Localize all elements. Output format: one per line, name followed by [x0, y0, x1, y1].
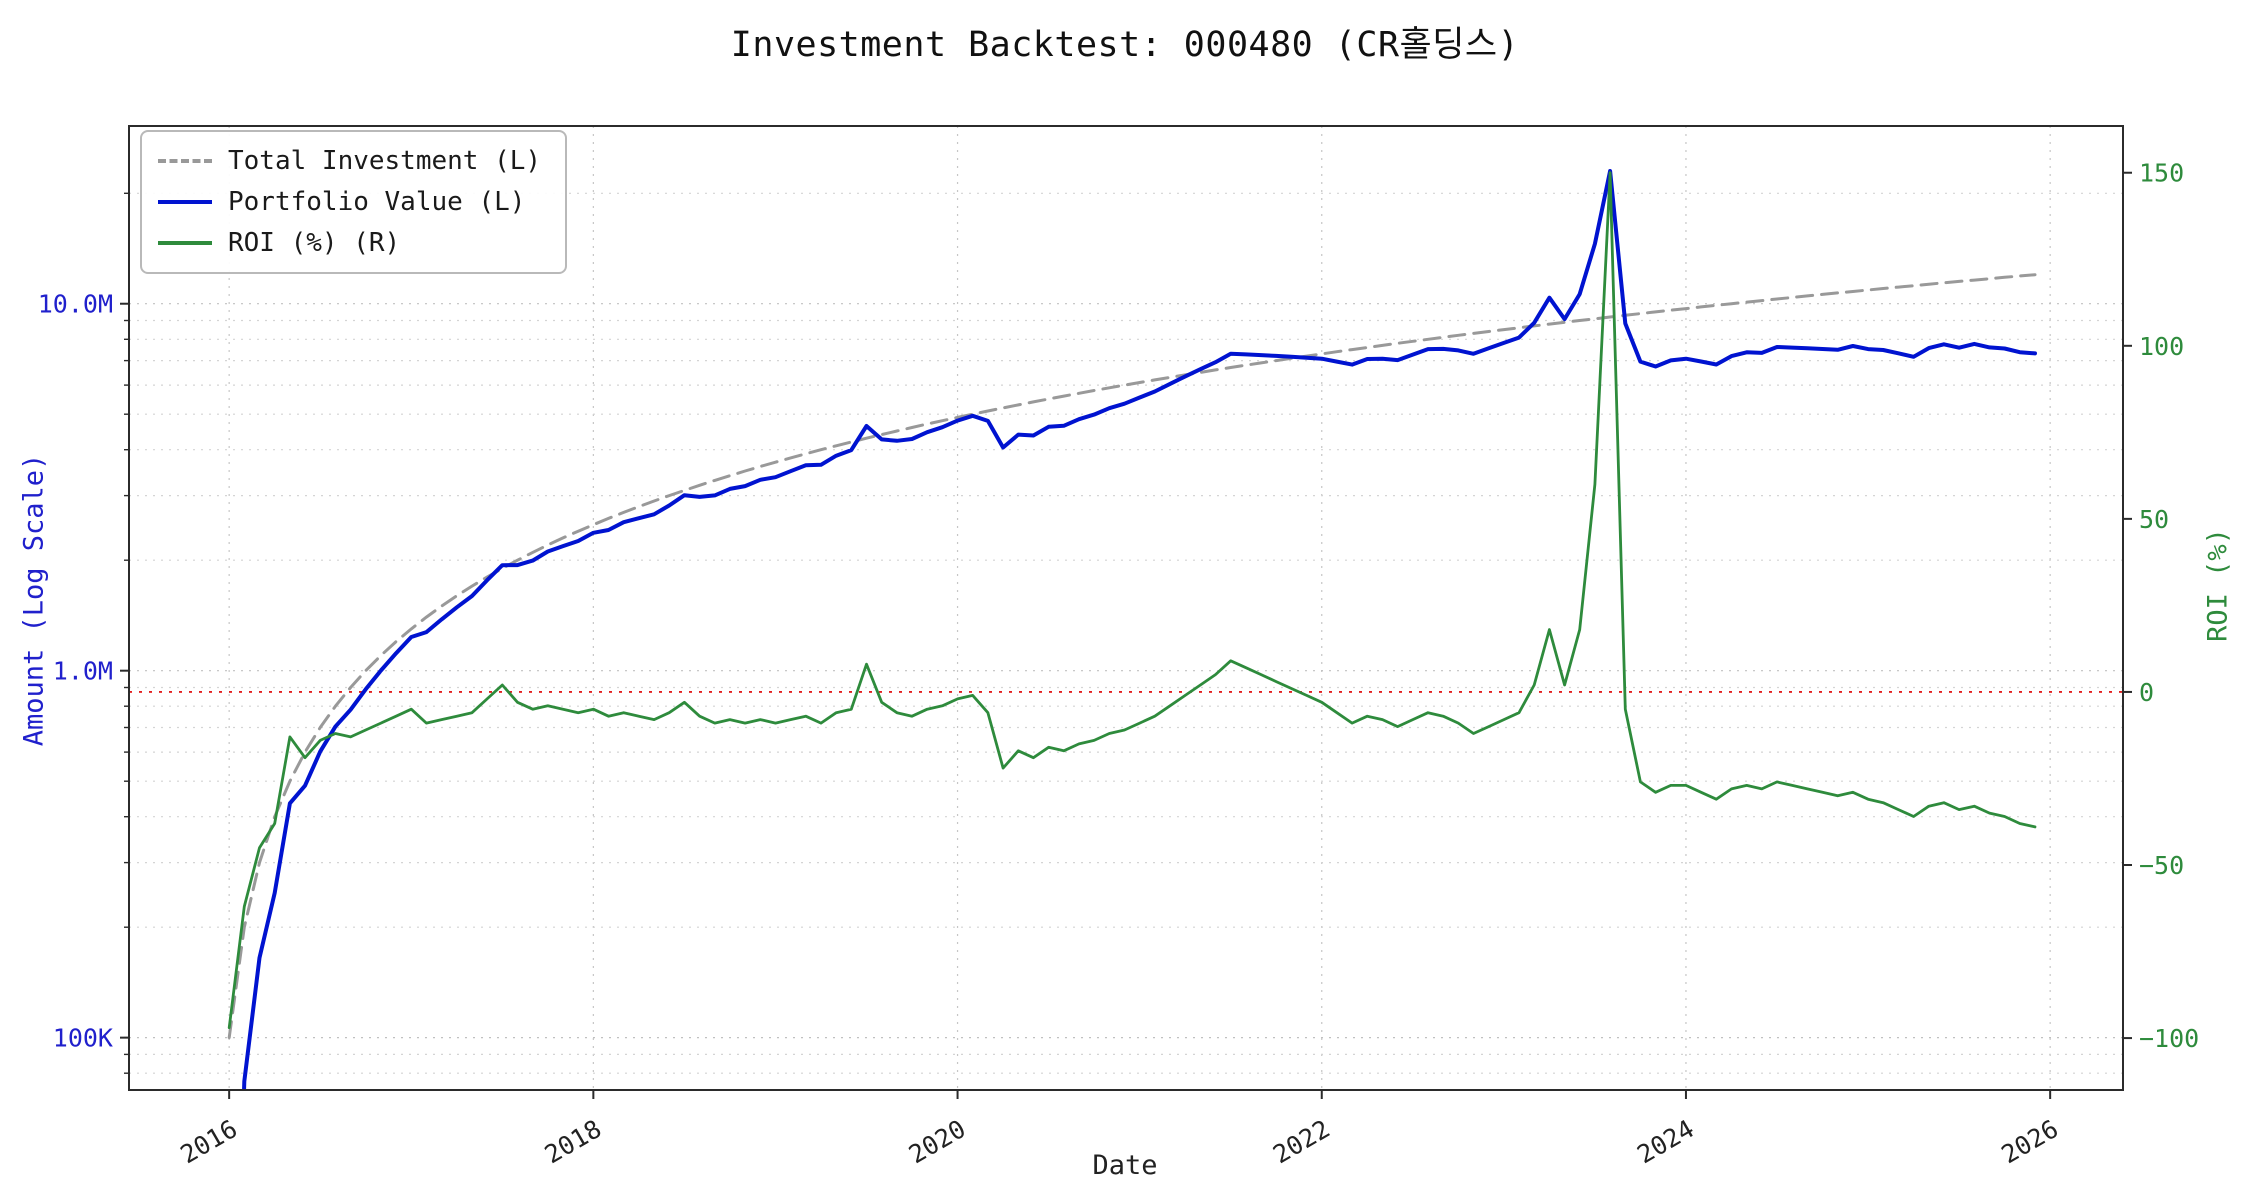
roi-pct-line	[227, 171, 2037, 1030]
svg-text:2016: 2016	[176, 1114, 243, 1169]
legend-line-sample	[158, 241, 212, 245]
svg-text:100: 100	[2139, 332, 2184, 361]
svg-text:0: 0	[2139, 678, 2154, 707]
svg-text:100K: 100K	[53, 1024, 113, 1053]
legend-label: Portfolio Value (L)	[228, 187, 526, 217]
legend-item-portfolio-value: Portfolio Value (L)	[158, 187, 541, 217]
x-axis-label: Date	[1092, 1150, 1158, 1181]
svg-text:150: 150	[2139, 159, 2184, 188]
grid-layer	[129, 126, 2123, 1090]
svg-text:1.0M: 1.0M	[53, 657, 113, 686]
svg-text:−100: −100	[2139, 1024, 2199, 1053]
legend-label: ROI (%) (R)	[228, 228, 401, 258]
svg-text:2018: 2018	[540, 1114, 607, 1169]
x-axis: 2016 2018 2020 2022 2024 2026	[176, 1090, 2064, 1169]
total-investment-line	[227, 273, 2037, 1040]
right-axis: −100 −50 0 50 100 150	[2123, 159, 2199, 1053]
portfolio-value-line	[242, 169, 2037, 1090]
svg-text:2026: 2026	[1997, 1114, 2064, 1169]
legend-item-total-investment: Total Investment (L)	[158, 146, 541, 176]
legend-label: Total Investment (L)	[228, 146, 542, 176]
svg-text:10.0M: 10.0M	[38, 290, 113, 319]
svg-text:2022: 2022	[1268, 1114, 1335, 1169]
legend: Total Investment (L) Portfolio Value (L) R…	[140, 130, 568, 274]
svg-text:2020: 2020	[904, 1114, 971, 1169]
svg-text:50: 50	[2139, 505, 2169, 534]
legend-line-sample	[158, 200, 212, 204]
left-axis: 100K 1.0M 10.0M	[38, 192, 129, 1074]
legend-item-roi-pct: ROI (%) (R)	[158, 228, 541, 258]
legend-line-sample	[158, 159, 212, 163]
svg-text:−50: −50	[2139, 851, 2184, 880]
svg-text:2024: 2024	[1632, 1114, 1699, 1169]
chart-title: Investment Backtest: 000480 (CR홀딩스)	[730, 25, 1520, 65]
plot-border	[128, 125, 2124, 1091]
